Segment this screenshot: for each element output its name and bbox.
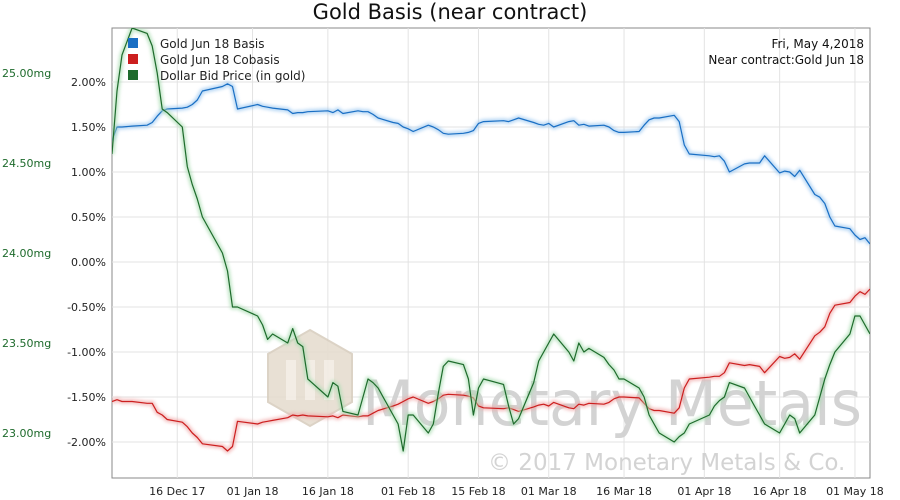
- x-axis-tick-label: 01 Apr 18: [677, 485, 731, 498]
- y-gridlines: [112, 81, 870, 443]
- left-axis-tick-label: 25.00mg: [2, 67, 51, 80]
- right-axis-tick-label: -1.00%: [67, 346, 106, 359]
- x-axis-tick-label: 15 Feb 18: [451, 485, 505, 498]
- right-axis-tick-label: -0.50%: [67, 301, 106, 314]
- left-axis-tick-label: 23.50mg: [2, 337, 51, 350]
- info-box: Fri, May 4,2018 Near contract:Gold Jun 1…: [708, 37, 864, 67]
- x-axis-tick-label: 16 Dec 17: [149, 485, 205, 498]
- series-line-basis: [112, 83, 870, 245]
- info-contract: Near contract:Gold Jun 18: [708, 53, 864, 67]
- x-axis-tick-label: 01 Feb 18: [381, 485, 435, 498]
- left-axis-tick-label: 24.50mg: [2, 157, 51, 170]
- left-axis-ticks: 25.00mg 24.50mg 24.00mg 23.50mg 23.00mg: [2, 67, 51, 440]
- right-axis-tick-label: 2.00%: [71, 76, 106, 89]
- info-date: Fri, May 4,2018: [771, 37, 864, 51]
- watermark-copyright: © 2017 Monetary Metals & Co.: [488, 450, 845, 476]
- watermark-brand: Monetary Metals: [362, 367, 862, 440]
- legend-swatch-dollar-bid-price: [128, 70, 138, 80]
- right-axis-tick-label: -1.50%: [67, 391, 106, 404]
- x-axis-tick-label: 16 Jan 18: [302, 485, 354, 498]
- series-line-cobasis: [112, 288, 870, 452]
- legend-label: Gold Jun 18 Basis: [160, 37, 264, 51]
- series-line-dollar-bid-price: [112, 28, 870, 452]
- right-axis-tick-label: 1.50%: [71, 121, 106, 134]
- x-axis-tick-label: 16 Mar 18: [596, 485, 652, 498]
- right-axis-tick-label: 1.00%: [71, 166, 106, 179]
- x-axis-ticks: 16 Dec 17 01 Jan 18 16 Jan 18 01 Feb 18 15 F…: [149, 485, 884, 498]
- right-axis-tick-label: 0.50%: [71, 211, 106, 224]
- x-axis-tick-label: 01 May 18: [826, 485, 884, 498]
- x-axis-tick-label: 01 Jan 18: [227, 485, 279, 498]
- chart-title: Gold Basis (near contract): [313, 0, 588, 24]
- series-layer: [112, 28, 870, 454]
- legend: Gold Jun 18 Basis Gold Jun 18 Cobasis Doll…: [128, 37, 305, 83]
- right-axis-ticks: 2.00% 1.50% 1.00% 0.50% 0.00% -0.50% -1.00% -1.…: [67, 76, 106, 449]
- right-axis-tick-label: -2.00%: [67, 436, 106, 449]
- left-axis-tick-label: 23.00mg: [2, 427, 51, 440]
- legend-swatch-cobasis: [128, 54, 138, 64]
- legend-label: Dollar Bid Price (in gold): [160, 69, 305, 83]
- legend-label: Gold Jun 18 Cobasis: [160, 53, 280, 67]
- watermark: Monetary Metals © 2017 Monetary Metals &…: [267, 328, 862, 476]
- legend-swatch-basis: [128, 38, 138, 48]
- x-axis-tick-label: 16 Apr 18: [753, 485, 807, 498]
- left-axis-tick-label: 24.00mg: [2, 247, 51, 260]
- right-axis-tick-label: 0.00%: [71, 256, 106, 269]
- x-axis-tick-label: 01 Mar 18: [521, 485, 577, 498]
